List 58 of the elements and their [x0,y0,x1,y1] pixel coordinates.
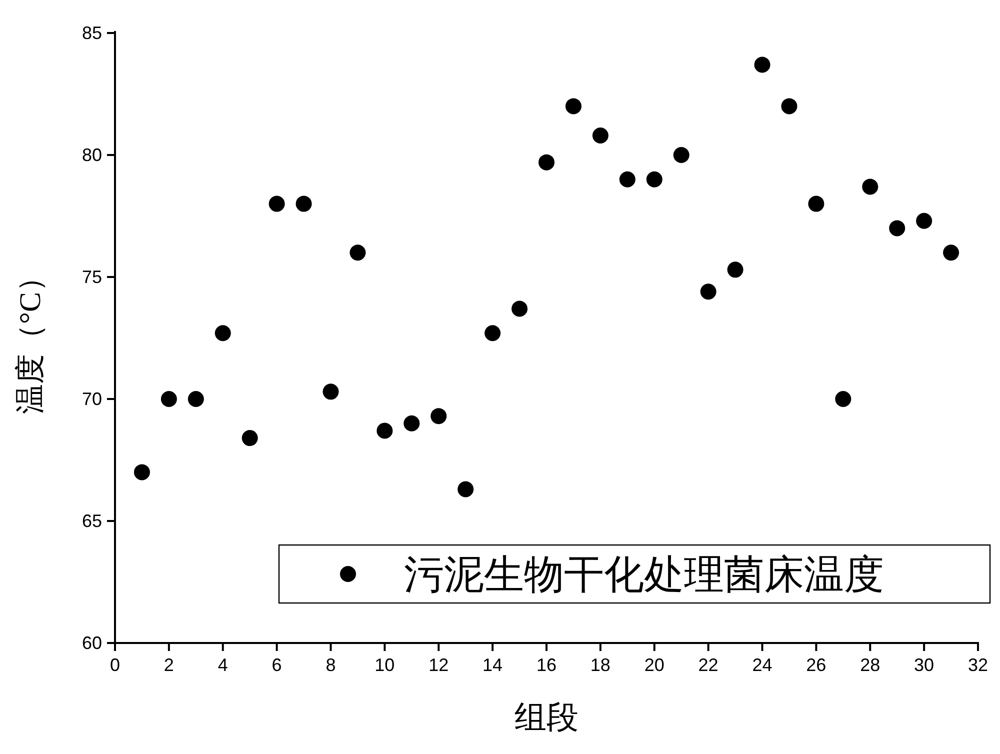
point [350,244,366,261]
x-tick-label: 18 [590,655,610,675]
point [943,244,960,261]
x-tick-label: 32 [968,655,988,675]
point [134,464,150,480]
x-tick-label: 2 [164,655,174,675]
x-tick-label: 10 [374,655,395,675]
y-tick-label: 85 [82,23,102,43]
point [781,98,798,114]
point [376,422,393,439]
y-axis-title: 温度（°C） [14,262,47,414]
x-tick-label: 26 [806,655,826,675]
point [565,98,582,114]
y-tick-label: 75 [82,267,102,287]
x-tick-label: 24 [752,655,772,675]
y-tick-label: 65 [82,511,102,531]
point [160,391,177,407]
point [862,178,878,195]
point [673,147,690,163]
point [538,154,554,170]
point [754,56,770,73]
x-tick-label: 14 [482,655,503,675]
point [916,212,932,229]
x-tick-label: 28 [860,655,880,675]
x-tick-label: 20 [644,655,664,675]
point [430,408,447,424]
x-tick-label: 4 [218,655,228,675]
point [484,325,501,342]
y-tick-label: 70 [82,389,102,409]
x-tick-label: 22 [698,655,718,675]
y-tick-label: 80 [82,145,102,165]
point [727,262,744,278]
point [322,384,339,400]
x-tick-label: 16 [536,655,557,675]
point [889,220,906,236]
y-tick-label: 60 [82,633,102,653]
point [700,284,716,300]
point [188,391,204,407]
point [296,196,312,212]
point [268,196,285,212]
x-tick-label: 30 [914,655,934,675]
point [619,171,636,188]
point [592,127,608,144]
x-tick-label: 12 [428,655,449,675]
x-axis-title: 组段 [514,699,578,735]
x-tick-label: 8 [326,655,336,675]
point [808,196,824,212]
point [214,325,231,342]
legend-label: 污泥生物干化处理菌床温度 [404,552,884,597]
point [512,300,528,317]
point [458,481,474,498]
point [835,391,852,407]
point [404,415,420,432]
x-tick-label: 6 [272,655,282,675]
point [242,430,258,446]
point [646,171,662,188]
legend: 污泥生物干化处理菌床温度 [278,544,991,604]
x-tick-label: 0 [110,655,120,675]
